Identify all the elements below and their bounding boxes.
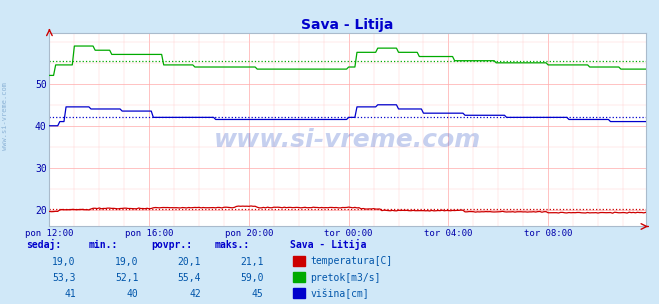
Text: www.si-vreme.com: www.si-vreme.com [2,81,9,150]
Text: sedaj:: sedaj: [26,239,61,250]
Text: 40: 40 [127,289,138,299]
Text: maks.:: maks.: [214,240,249,250]
Text: 42: 42 [189,289,201,299]
Text: Sava - Litija: Sava - Litija [290,239,366,250]
Text: www.si-vreme.com: www.si-vreme.com [214,128,481,152]
Text: 53,3: 53,3 [52,273,76,283]
Text: 19,0: 19,0 [52,257,76,267]
Text: višina[cm]: višina[cm] [310,288,369,299]
Text: 19,0: 19,0 [115,257,138,267]
Title: Sava - Litija: Sava - Litija [301,18,394,32]
Text: 59,0: 59,0 [240,273,264,283]
Text: min.:: min.: [89,240,119,250]
Text: 45: 45 [252,289,264,299]
Text: 52,1: 52,1 [115,273,138,283]
Text: 41: 41 [64,289,76,299]
Text: pretok[m3/s]: pretok[m3/s] [310,273,381,282]
Text: povpr.:: povpr.: [152,240,192,250]
Text: 20,1: 20,1 [177,257,201,267]
Text: 21,1: 21,1 [240,257,264,267]
Text: 55,4: 55,4 [177,273,201,283]
Text: temperatura[C]: temperatura[C] [310,257,393,266]
